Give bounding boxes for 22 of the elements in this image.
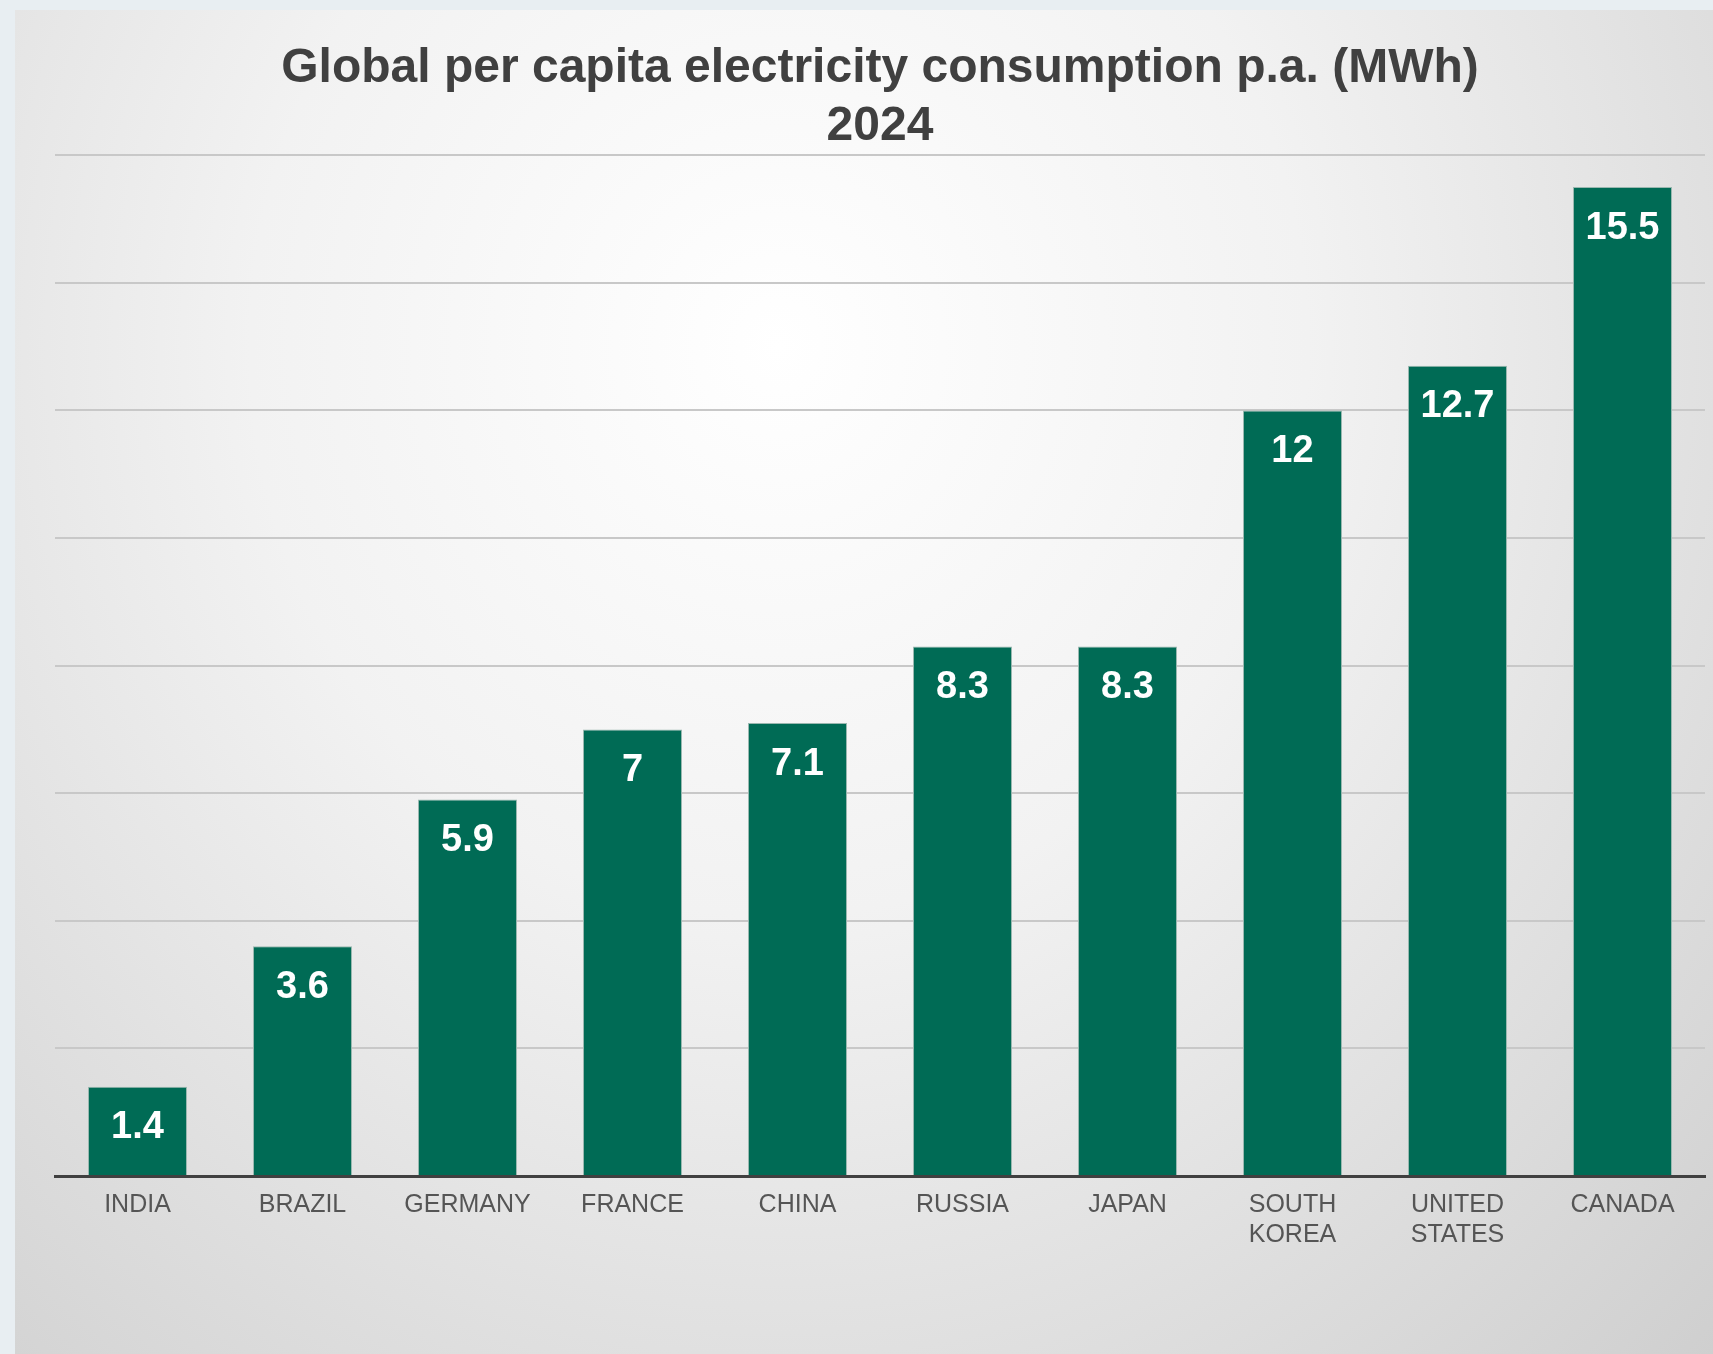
data-label: 8.3 [1101, 663, 1154, 706]
data-label: 15.5 [1585, 204, 1660, 247]
x-tick-label: SOUTH KOREA [1248, 1188, 1337, 1247]
x-tick-label: FRANCE [581, 1188, 684, 1217]
x-tick-label: CANADA [1570, 1188, 1675, 1217]
x-tick-label: UNITED STATES [1410, 1188, 1505, 1247]
x-tick-label: BRAZIL [258, 1188, 347, 1217]
chart-subtitle: 2024 [826, 96, 934, 150]
chart-title: Global per capita electricity consumption p.a. (MWh) [281, 39, 1479, 93]
data-label: 12.7 [1420, 383, 1495, 426]
x-tick-label: INDIA [104, 1188, 172, 1217]
data-label: 1.4 [111, 1104, 164, 1147]
x-tick-label: RUSSIA [915, 1188, 1010, 1217]
data-label: 7.1 [771, 740, 824, 783]
data-label: 7 [621, 746, 644, 789]
x-tick-label: GERMANY [404, 1188, 532, 1217]
x-tick-label: JAPAN [1088, 1188, 1167, 1217]
data-label: 12 [1271, 427, 1314, 470]
data-label: 3.6 [276, 963, 329, 1006]
data-label: 8.3 [936, 663, 989, 706]
x-tick-label: CHINA [758, 1188, 837, 1217]
data-label: 5.9 [441, 817, 494, 860]
